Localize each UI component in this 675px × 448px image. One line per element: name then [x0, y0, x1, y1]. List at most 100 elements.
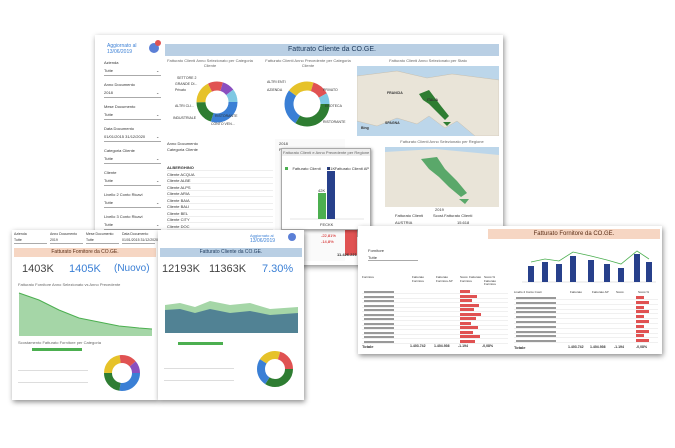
table-row[interactable] — [514, 329, 658, 334]
donut-chart-2[interactable] — [263, 68, 353, 138]
table-row[interactable] — [362, 294, 508, 299]
table-row[interactable] — [514, 310, 658, 315]
col-header: Fatturato Fornitore AP — [436, 275, 453, 283]
table-row[interactable] — [362, 308, 508, 312]
divider — [18, 382, 88, 383]
updated-date: 13/06/2019 — [107, 49, 133, 55]
table-row[interactable] — [514, 334, 658, 339]
table-row[interactable]: ALBERGHINO — [167, 165, 273, 171]
total-label: Totale — [362, 344, 374, 349]
filter-dropdown[interactable]: Tutte — [104, 200, 161, 208]
filter-label: Azienda — [14, 232, 27, 236]
donut-label: ENOTECA — [325, 104, 342, 108]
table-row[interactable] — [362, 330, 508, 335]
table-row[interactable] — [514, 305, 658, 310]
donut-chart[interactable] — [250, 344, 300, 394]
table-row[interactable] — [362, 312, 508, 317]
table-row[interactable]: Cliente BALI — [167, 204, 273, 210]
chevron-down-icon[interactable]: ⌄ — [156, 200, 160, 205]
refresh-icon[interactable] — [288, 233, 296, 241]
row-text — [364, 336, 394, 338]
filter-dropdown[interactable]: Tutte — [368, 255, 418, 261]
donut-label: CONTO VEN... — [211, 122, 235, 126]
refresh-icon[interactable] — [149, 43, 159, 53]
donut-chart-1[interactable] — [165, 68, 255, 138]
table-row[interactable] — [362, 317, 508, 321]
chevron-down-icon[interactable]: ⌄ — [156, 68, 160, 73]
table-row[interactable] — [362, 339, 508, 344]
table-row[interactable]: Cliente ARIA — [167, 191, 273, 197]
chevron-down-icon[interactable]: ⌄ — [156, 134, 160, 139]
table-row[interactable]: Cliente ALPS — [167, 185, 273, 191]
scost-bar — [636, 339, 649, 343]
filter-dropdown[interactable]: 2019 — [50, 238, 83, 244]
scost-bar — [460, 330, 473, 334]
donut-label: SETTORE 2 — [177, 76, 197, 80]
row-text — [364, 318, 394, 320]
donut-label: AZIENDA — [267, 88, 283, 92]
filter-dropdown[interactable]: Tutte — [104, 156, 161, 164]
table-row[interactable]: AUSTRIA — [395, 220, 413, 225]
scost-bar — [636, 324, 644, 328]
filter-dropdown[interactable]: Tutte — [104, 222, 161, 230]
map-label: ITALIA — [427, 98, 439, 102]
progress-bar — [32, 348, 82, 351]
table-row[interactable] — [362, 303, 508, 308]
col-header: Fatturato AP — [592, 290, 609, 294]
table-row[interactable] — [514, 315, 658, 320]
filter-dropdown[interactable]: Tutte — [104, 112, 161, 120]
col-header: Scost.Fatturato Clienti — [433, 213, 473, 218]
chart-title: Fatturato Fornitore Anno Selezionato vs … — [18, 282, 121, 287]
filter-dropdown[interactable]: 2018 — [104, 90, 161, 98]
chevron-down-icon[interactable]: ⌄ — [156, 156, 160, 161]
row-text — [364, 309, 394, 311]
table-row[interactable]: Cliente CITY — [167, 217, 273, 223]
x-axis-label: FECKK — [320, 222, 334, 227]
italy-map[interactable] — [385, 147, 499, 207]
table-row[interactable] — [514, 300, 658, 305]
table-row[interactable]: Cliente ALBE — [167, 178, 273, 184]
europe-map[interactable] — [357, 66, 499, 136]
table-row[interactable]: Cliente BAIA — [167, 198, 273, 204]
filter-dropdown[interactable]: Tutte — [104, 68, 161, 76]
panel-title: Fatturato Clienti Anno Selezionato per S… — [389, 58, 467, 63]
donut-label: ALTRI ENTI — [267, 80, 286, 84]
chevron-down-icon[interactable]: ⌄ — [156, 112, 160, 117]
table-row[interactable] — [514, 324, 658, 329]
table-row[interactable]: Cliente DOC — [167, 224, 273, 230]
cliente-dashboard-main: Aggiornato al 13/06/2019 Azienda Tutte ⌄ An… — [95, 35, 503, 265]
table-row[interactable] — [362, 299, 508, 303]
area-chart[interactable] — [160, 285, 302, 335]
filter-dropdown[interactable]: Tutte — [86, 238, 119, 244]
table-row[interactable] — [362, 321, 508, 326]
chevron-down-icon[interactable]: ⌄ — [156, 178, 160, 183]
chevron-down-icon[interactable]: ⌄ — [156, 222, 160, 227]
total-value: 1.404.936 — [590, 345, 606, 349]
filter-dropdown[interactable]: 01/01/2015 31/12/2020 — [122, 238, 158, 244]
table-row[interactable]: Cliente BEL — [167, 211, 273, 217]
table-cell: 15.618 — [457, 220, 470, 225]
filter-dropdown[interactable]: Tutte — [14, 238, 47, 244]
table-row[interactable] — [514, 296, 658, 300]
table-row[interactable] — [362, 326, 508, 330]
bar-label: 42K — [318, 188, 326, 193]
donut-chart[interactable] — [97, 348, 147, 398]
map-panel-1[interactable]: Fatturato Clienti Anno Selezionato per S… — [357, 58, 499, 138]
table-row[interactable] — [362, 335, 508, 339]
donut-label: RISTORANTE — [323, 120, 346, 124]
filter-dropdown[interactable]: Tutte — [104, 178, 161, 186]
chevron-down-icon[interactable]: ⌄ — [156, 90, 160, 95]
table-row[interactable]: Cliente ACQUA — [167, 172, 273, 178]
dashboard-title: Fatturato Cliente da CO.GE. — [160, 248, 302, 257]
filter-dropdown[interactable]: 01/01/2015 31/12/2020 — [104, 134, 161, 142]
table-row[interactable] — [362, 290, 508, 294]
table-row[interactable] — [514, 320, 658, 324]
row-text — [516, 325, 556, 328]
table-row[interactable] — [514, 339, 658, 344]
map-panel-2[interactable]: Fatturato Clienti Anno Selezionato per R… — [385, 139, 499, 209]
scost-bar — [460, 308, 474, 311]
bar-chart[interactable] — [518, 242, 658, 287]
fornitore-table-dashboard: Fatturato Fornitore da CO.GE. Fornitore … — [358, 226, 662, 354]
filter-label: Mese Documento — [104, 104, 136, 109]
area-chart[interactable] — [14, 288, 156, 338]
